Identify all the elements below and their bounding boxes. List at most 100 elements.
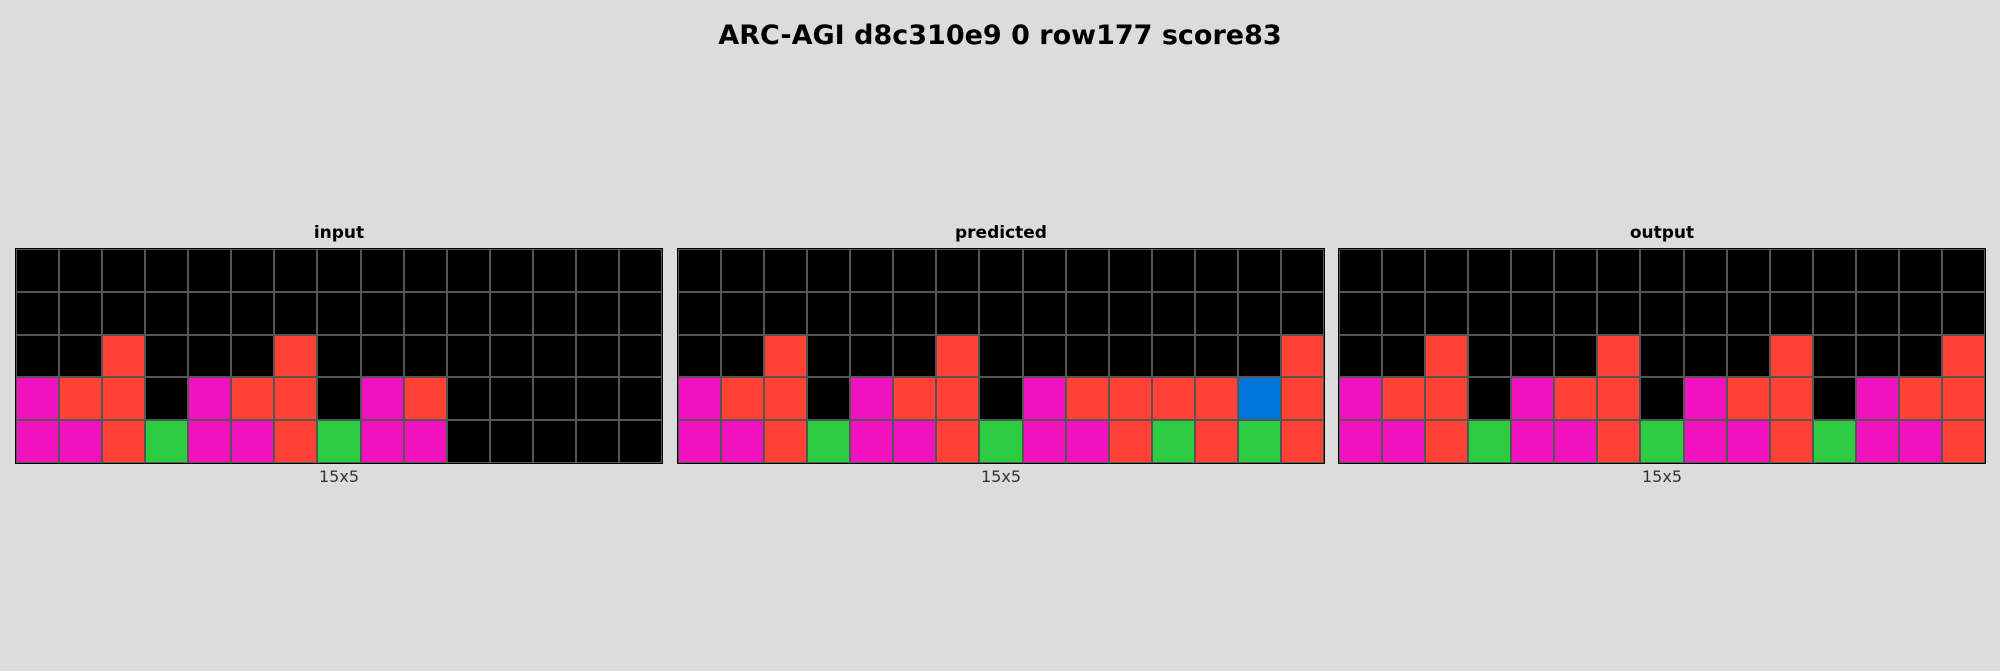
- grid-cell: [145, 377, 189, 421]
- grid-cell: [1425, 377, 1469, 421]
- grid-cell: [59, 420, 103, 463]
- grid-cell: [489, 420, 533, 463]
- grid-cell: [1339, 291, 1383, 335]
- grid-cell: [764, 249, 808, 292]
- grid-cell: [317, 377, 361, 421]
- grid-cell: [1382, 377, 1426, 421]
- grid-cell: [360, 420, 404, 463]
- grid-cell: [678, 334, 722, 378]
- grid-cell: [1511, 377, 1555, 421]
- grid-cell: [446, 377, 490, 421]
- grid-cell: [893, 334, 937, 378]
- grid-cell: [1468, 249, 1512, 292]
- grid-cell: [1898, 249, 1942, 292]
- grid-cell: [1108, 377, 1152, 421]
- grid-cell: [1683, 420, 1727, 463]
- grid-cell: [1237, 334, 1281, 378]
- grid-cell: [1382, 420, 1426, 463]
- grid-cell: [188, 377, 232, 421]
- grid-cell: [1597, 334, 1641, 378]
- grid-cell: [1511, 420, 1555, 463]
- grid-cell: [16, 420, 60, 463]
- grid-cell: [1855, 249, 1899, 292]
- grid-cell: [16, 334, 60, 378]
- grid-cell: [1108, 291, 1152, 335]
- grid-cell: [1108, 420, 1152, 463]
- grid-cell: [893, 291, 937, 335]
- grid-cell: [850, 377, 894, 421]
- grid-cell: [317, 334, 361, 378]
- grid-cell: [1151, 249, 1195, 292]
- grid-cell: [1812, 377, 1856, 421]
- grid-cell: [764, 291, 808, 335]
- grid-cell: [1382, 334, 1426, 378]
- grid-cell: [1597, 420, 1641, 463]
- grid-cell: [489, 291, 533, 335]
- grid-dims-predicted: 15x5: [980, 467, 1021, 486]
- grid-dims-output: 15x5: [1641, 467, 1682, 486]
- grid-cell: [618, 377, 662, 421]
- grid-cell: [1812, 420, 1856, 463]
- grid-cell: [575, 291, 619, 335]
- grid-cell: [1898, 377, 1942, 421]
- grid-cell: [1812, 249, 1856, 292]
- grid-cell: [1511, 291, 1555, 335]
- grid-cell: [317, 420, 361, 463]
- grid-cell: [1151, 291, 1195, 335]
- grid-cell: [1065, 291, 1109, 335]
- grid-cell: [1280, 420, 1324, 463]
- grid-cell: [850, 334, 894, 378]
- grid-cell: [16, 377, 60, 421]
- grid-cell: [979, 420, 1023, 463]
- grid-cell: [1812, 291, 1856, 335]
- grid-cell: [936, 420, 980, 463]
- grid-cell: [446, 420, 490, 463]
- grid-cell: [850, 249, 894, 292]
- grid-cell: [231, 249, 275, 292]
- grid-cell: [1280, 334, 1324, 378]
- grid-cell: [403, 249, 447, 292]
- grid-cell: [1108, 249, 1152, 292]
- grid-cell: [1726, 420, 1770, 463]
- grid-cell: [1022, 249, 1066, 292]
- grid-cell: [231, 377, 275, 421]
- grid-cell: [274, 249, 318, 292]
- grid-cell: [532, 377, 576, 421]
- grid-cell: [274, 377, 318, 421]
- grid-cell: [1468, 420, 1512, 463]
- grid-cell: [850, 420, 894, 463]
- grid-cell: [145, 334, 189, 378]
- grid-cell: [1382, 291, 1426, 335]
- grid-cell: [1554, 420, 1598, 463]
- grid-cell: [1941, 291, 1985, 335]
- grid-cell: [1382, 249, 1426, 292]
- grid-cell: [979, 334, 1023, 378]
- grid-cell: [489, 249, 533, 292]
- grid-cell: [274, 334, 318, 378]
- grid-cell: [850, 291, 894, 335]
- grid-cell: [145, 420, 189, 463]
- grid-cell: [1194, 291, 1238, 335]
- grid-cell: [532, 249, 576, 292]
- grid-cell: [360, 334, 404, 378]
- grid-cell: [446, 334, 490, 378]
- grid-cell: [489, 334, 533, 378]
- grid-cell: [1769, 334, 1813, 378]
- grid-cell: [1726, 291, 1770, 335]
- grid-cell: [1769, 377, 1813, 421]
- grid-cell: [618, 249, 662, 292]
- grid-cell: [188, 249, 232, 292]
- grid-cell: [446, 249, 490, 292]
- grid-cell: [1280, 249, 1324, 292]
- grid-cell: [721, 334, 765, 378]
- panel-label-predicted: predicted: [955, 223, 1047, 243]
- grid-cell: [764, 420, 808, 463]
- input-grid: [15, 248, 663, 464]
- grid-cell: [575, 377, 619, 421]
- grid-cell: [274, 291, 318, 335]
- panel-label-output: output: [1629, 223, 1695, 243]
- grid-cell: [1640, 377, 1684, 421]
- grid-cell: [1597, 377, 1641, 421]
- grid-cell: [1726, 377, 1770, 421]
- grid-cell: [489, 377, 533, 421]
